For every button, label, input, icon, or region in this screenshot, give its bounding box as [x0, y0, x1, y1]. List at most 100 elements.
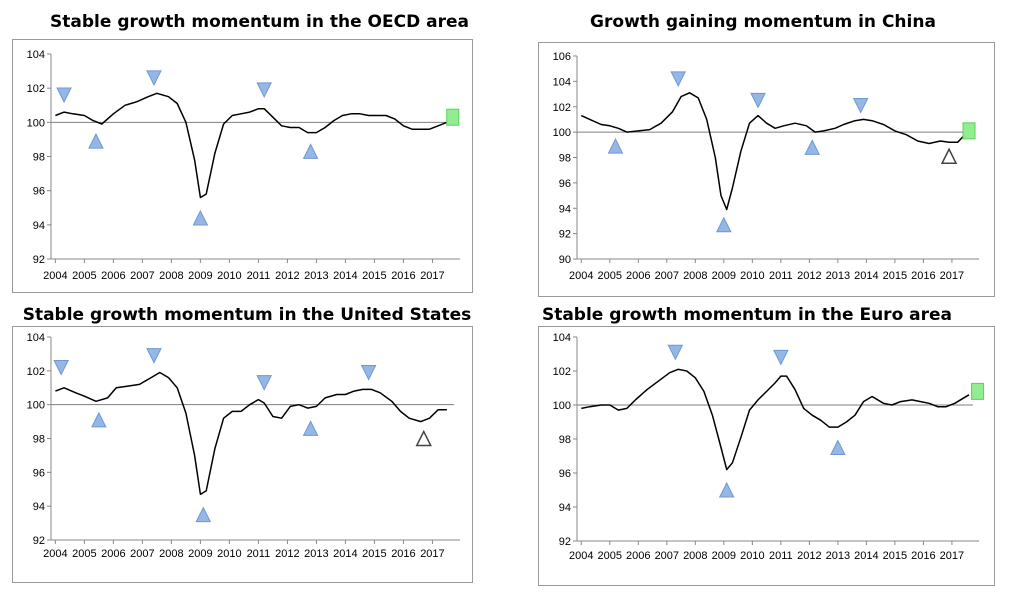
chart-panel-united-states: Stable growth momentum in the United Sta… — [12, 302, 492, 592]
latest-marker-square — [962, 122, 976, 140]
y-tick-label: 102 — [27, 366, 45, 378]
x-tick-label: 2011 — [769, 550, 793, 562]
y-tick-label: 100 — [553, 127, 571, 139]
x-tick-label: 2011 — [247, 270, 271, 282]
trough-marker-up-triangle — [195, 506, 212, 523]
y-tick-label: 98 — [33, 152, 45, 164]
x-tick-label: 2007 — [130, 270, 154, 282]
peak-marker-down-triangle — [360, 365, 377, 381]
x-tick-label: 2007 — [130, 548, 154, 560]
chart-area: 92 94 96 98 100 102 104 2004 2005 2006 2007 2008 200… — [538, 326, 995, 586]
x-tick-label: 2012 — [797, 270, 821, 282]
x-tick-label: 2014 — [854, 270, 878, 282]
x-tick-label: 2005 — [72, 548, 96, 560]
x-tick-label: 2017 — [420, 548, 444, 560]
peak-marker-down-triangle — [146, 348, 162, 364]
trough-marker-up-triangle — [88, 133, 104, 149]
latest-marker-square — [971, 382, 985, 400]
trough-marker-up-triangle — [192, 209, 209, 226]
x-tick-label: 2004 — [569, 550, 593, 562]
x-tick-label: 2013 — [826, 550, 850, 562]
y-tick-label: 104 — [27, 332, 45, 344]
x-tick-label: 2011 — [769, 270, 793, 282]
x-tick-label: 2014 — [854, 550, 878, 562]
trough-marker-up-triangle — [804, 139, 821, 155]
y-tick-label: 100 — [27, 400, 45, 412]
trough-marker-hollow-triangle — [415, 429, 432, 447]
x-tick-label: 2008 — [159, 270, 183, 282]
trough-marker-up-triangle — [830, 439, 846, 455]
x-tick-label: 2009 — [188, 270, 212, 282]
peak-marker-down-triangle — [750, 92, 766, 109]
chart-title: Stable growth momentum in the OECD area — [50, 12, 469, 32]
x-tick-label: 2016 — [911, 550, 935, 562]
x-tick-label: 2010 — [740, 550, 764, 562]
y-tick-label: 104 — [553, 332, 571, 344]
x-tick-label: 2014 — [333, 548, 357, 560]
chart-title: Stable growth momentum in the United Sta… — [22, 305, 472, 325]
y-tick-label: 94 — [33, 220, 45, 232]
y-tick-label: 96 — [33, 467, 45, 479]
y-tick-label: 92 — [559, 229, 571, 241]
x-tick-label: 2014 — [333, 270, 357, 282]
x-tick-label: 2017 — [940, 550, 964, 562]
x-tick-label: 2008 — [683, 270, 707, 282]
y-tick-label: 98 — [559, 434, 571, 446]
x-tick-label: 2005 — [72, 270, 96, 282]
y-tick-label: 102 — [27, 83, 45, 95]
peak-marker-down-triangle — [256, 82, 273, 98]
peak-marker-down-triangle — [53, 359, 69, 376]
y-tick-label: 104 — [553, 76, 571, 88]
chart-title: Stable growth momentum in the Euro area — [541, 305, 953, 325]
peak-marker-down-triangle — [256, 375, 273, 391]
x-tick-label: 2015 — [883, 550, 907, 562]
trough-marker-up-triangle — [718, 481, 735, 498]
trough-marker-up-triangle — [91, 411, 107, 428]
x-tick-label: 2009 — [188, 548, 212, 560]
peak-marker-down-triangle — [773, 349, 789, 366]
series-line — [580, 92, 967, 211]
x-tick-label: 2016 — [391, 270, 415, 282]
y-tick-label: 90 — [559, 254, 571, 266]
y-tick-label: 92 — [559, 536, 571, 548]
x-tick-label: 2017 — [940, 270, 964, 282]
x-tick-label: 2007 — [655, 550, 679, 562]
y-tick-label: 92 — [33, 535, 45, 547]
x-tick-label: 2012 — [275, 548, 299, 560]
latest-marker-square — [446, 108, 460, 126]
chart-area: 92 94 96 98 100 102 104 2004 2005 2006 2007 2008 200… — [12, 326, 473, 583]
x-tick-label: 2012 — [797, 550, 821, 562]
y-tick-label: 94 — [559, 502, 571, 514]
x-tick-label: 2009 — [712, 270, 736, 282]
series-line — [55, 92, 448, 199]
y-tick-label: 94 — [33, 501, 45, 513]
line-chart-united-states: 92 94 96 98 100 102 104 2004 2005 2006 2007 2008 200… — [27, 332, 460, 560]
x-tick-label: 2010 — [217, 270, 241, 282]
y-tick-label: 98 — [559, 153, 571, 165]
trough-marker-up-triangle — [302, 420, 319, 436]
x-tick-label: 2006 — [101, 270, 125, 282]
x-tick-label: 2008 — [683, 550, 707, 562]
peak-marker-down-triangle — [667, 344, 684, 361]
line-chart-china: 90 92 94 96 98 100 102 104 106 2004 2005 2006 2007 20… — [553, 51, 979, 282]
x-tick-label: 2013 — [304, 548, 328, 560]
y-tick-label: 102 — [553, 102, 571, 114]
x-tick-label: 2010 — [217, 548, 241, 560]
x-tick-label: 2004 — [43, 548, 67, 560]
x-tick-label: 2008 — [159, 548, 183, 560]
trough-marker-up-triangle — [302, 143, 319, 159]
peak-marker-down-triangle — [56, 87, 72, 104]
y-tick-label: 98 — [33, 434, 45, 446]
x-tick-label: 2005 — [598, 550, 622, 562]
y-tick-label: 92 — [33, 254, 45, 266]
series-line — [581, 368, 970, 471]
x-tick-label: 2006 — [626, 550, 650, 562]
trough-marker-up-triangle — [607, 137, 624, 154]
x-tick-label: 2012 — [275, 270, 299, 282]
y-tick-label: 94 — [559, 203, 571, 215]
y-tick-label: 96 — [33, 186, 45, 198]
y-tick-label: 102 — [553, 366, 571, 378]
trough-marker-up-triangle — [716, 216, 732, 233]
line-chart-oecd: 92 94 96 98 100 102 104 2004 2005 2006 2007 2008 200… — [27, 49, 460, 282]
y-tick-label: 104 — [27, 49, 45, 61]
